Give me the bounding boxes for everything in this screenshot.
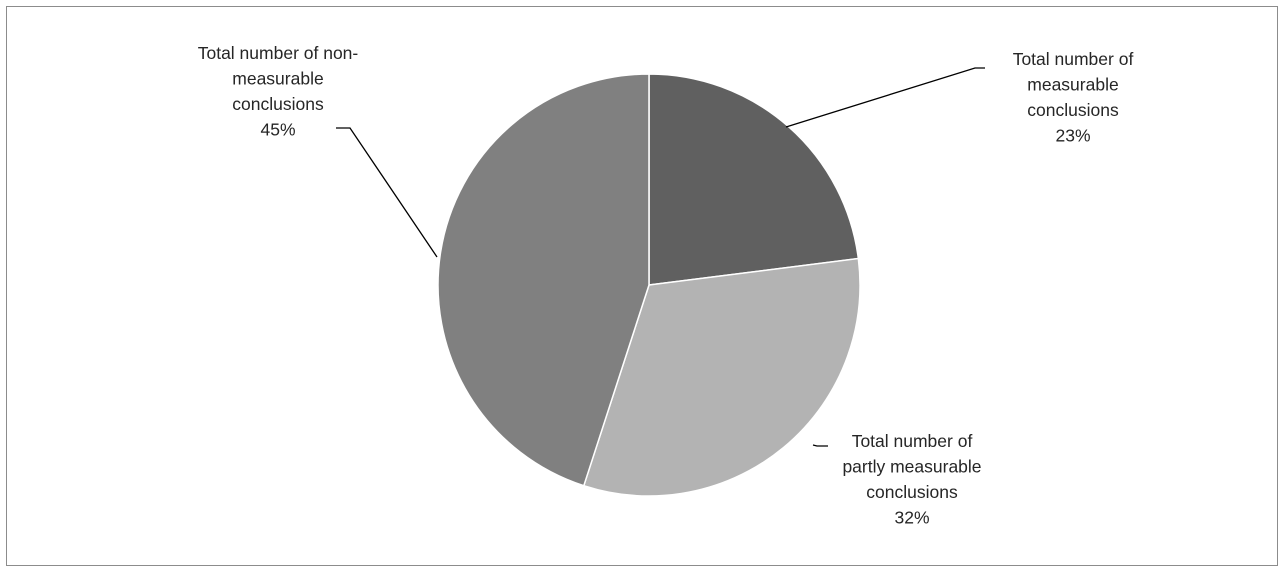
- data-label-line: Total number of non-: [198, 43, 359, 63]
- leader-line-measurable: [785, 67, 985, 128]
- data-label-line: measurable: [232, 69, 323, 89]
- leader-line-non-measurable: [336, 127, 438, 258]
- data-label-line: conclusions: [232, 94, 324, 114]
- pie-slice-partly-measurable: [582, 257, 861, 497]
- data-label-line: Total number of: [852, 431, 973, 451]
- leader-line-partly-measurable: [812, 444, 828, 447]
- data-label-line: measurable: [1027, 75, 1118, 95]
- data-label-line: Total number of: [1013, 49, 1134, 69]
- pie-slice-measurable: [648, 73, 860, 286]
- data-label-line: conclusions: [866, 482, 958, 502]
- data-label-percent: 32%: [894, 508, 929, 528]
- data-label-percent: 45%: [260, 120, 295, 140]
- data-label-non-measurable: Total number of non-measurable conclusion…: [198, 43, 359, 140]
- data-label-line: conclusions: [1027, 100, 1119, 120]
- pie-slices: [437, 73, 861, 497]
- data-label-line: partly measurable: [842, 457, 981, 477]
- pie-slice-non-measurable: [437, 73, 650, 487]
- data-label-percent: 23%: [1055, 126, 1090, 146]
- data-label-partly-measurable: Total number of partly measurable conclusi…: [842, 431, 981, 528]
- data-labels: Total number of measurable conclusions 23%T…: [198, 43, 1134, 528]
- leader-lines: [336, 67, 985, 447]
- data-label-measurable: Total number of measurable conclusions 23%: [1013, 49, 1134, 146]
